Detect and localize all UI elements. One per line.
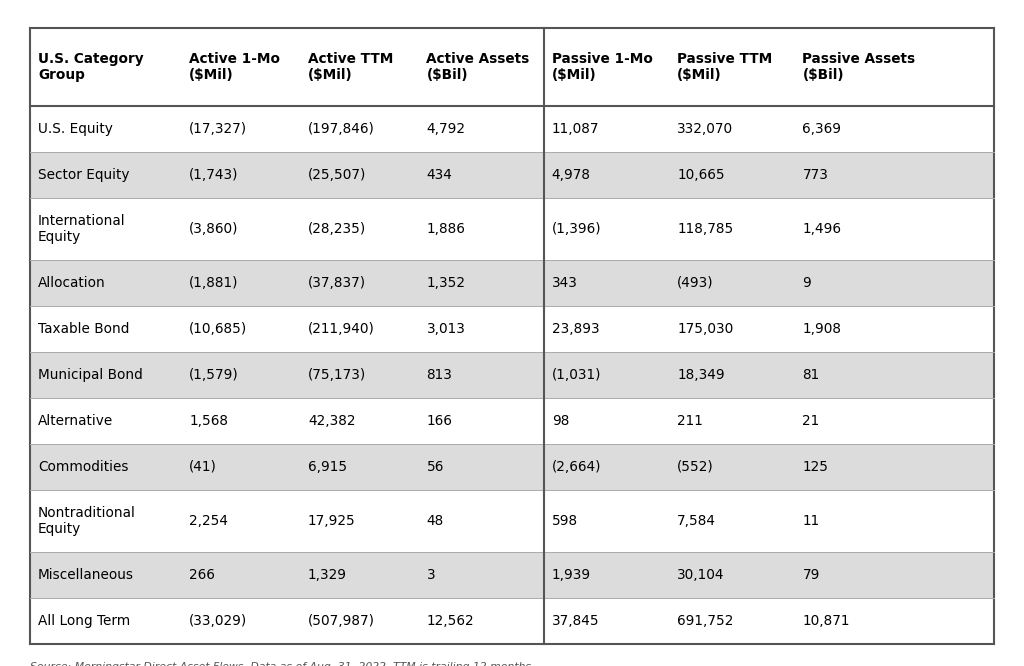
Bar xyxy=(30,490,994,552)
Text: 2,254: 2,254 xyxy=(189,514,228,528)
Text: International
Equity: International Equity xyxy=(38,214,126,244)
Text: 23,893: 23,893 xyxy=(552,322,599,336)
Bar xyxy=(30,444,994,490)
Text: Allocation: Allocation xyxy=(38,276,105,290)
Text: (17,327): (17,327) xyxy=(189,122,248,136)
Text: 332,070: 332,070 xyxy=(677,122,733,136)
Text: 7,584: 7,584 xyxy=(677,514,716,528)
Text: (1,031): (1,031) xyxy=(552,368,601,382)
Text: 30,104: 30,104 xyxy=(677,568,725,582)
Text: 125: 125 xyxy=(803,460,828,474)
Text: Commodities: Commodities xyxy=(38,460,128,474)
Text: 42,382: 42,382 xyxy=(308,414,355,428)
Text: (33,029): (33,029) xyxy=(189,614,248,628)
Text: 9: 9 xyxy=(803,276,811,290)
Bar xyxy=(30,552,994,598)
Text: 1,939: 1,939 xyxy=(552,568,591,582)
Text: 3,013: 3,013 xyxy=(426,322,465,336)
Bar xyxy=(30,106,994,152)
Bar xyxy=(30,260,994,306)
Text: (37,837): (37,837) xyxy=(308,276,366,290)
Text: 813: 813 xyxy=(426,368,453,382)
Text: 6,915: 6,915 xyxy=(308,460,347,474)
Text: Miscellaneous: Miscellaneous xyxy=(38,568,134,582)
Text: 343: 343 xyxy=(552,276,578,290)
Bar xyxy=(30,28,994,106)
Text: 4,792: 4,792 xyxy=(426,122,466,136)
Text: 18,349: 18,349 xyxy=(677,368,725,382)
Text: (1,396): (1,396) xyxy=(552,222,601,236)
Text: 266: 266 xyxy=(189,568,215,582)
Text: 4,978: 4,978 xyxy=(552,168,591,182)
Text: 6,369: 6,369 xyxy=(803,122,842,136)
Text: (41): (41) xyxy=(189,460,217,474)
Text: 79: 79 xyxy=(803,568,820,582)
Text: Passive TTM
($Mil): Passive TTM ($Mil) xyxy=(677,52,772,82)
Text: 1,329: 1,329 xyxy=(308,568,347,582)
Text: 1,352: 1,352 xyxy=(426,276,466,290)
Text: 1,908: 1,908 xyxy=(803,322,842,336)
Text: 211: 211 xyxy=(677,414,703,428)
Text: 56: 56 xyxy=(426,460,443,474)
Text: (507,987): (507,987) xyxy=(308,614,375,628)
Text: 11: 11 xyxy=(803,514,819,528)
Text: Nontraditional
Equity: Nontraditional Equity xyxy=(38,506,136,536)
Text: 48: 48 xyxy=(426,514,443,528)
Bar xyxy=(30,598,994,644)
Text: 21: 21 xyxy=(803,414,819,428)
Text: (197,846): (197,846) xyxy=(308,122,375,136)
Text: (1,881): (1,881) xyxy=(189,276,239,290)
Text: Source: Morningstar Direct Asset Flows. Data as of Aug. 31, 2022. TTM is trailin: Source: Morningstar Direct Asset Flows. … xyxy=(30,662,535,666)
Text: 81: 81 xyxy=(803,368,819,382)
Text: (1,579): (1,579) xyxy=(189,368,239,382)
Text: 98: 98 xyxy=(552,414,569,428)
Text: 1,496: 1,496 xyxy=(803,222,842,236)
Text: 691,752: 691,752 xyxy=(677,614,733,628)
Text: Sector Equity: Sector Equity xyxy=(38,168,129,182)
Text: Active TTM
($Mil): Active TTM ($Mil) xyxy=(308,52,393,82)
Text: Passive Assets
($Bil): Passive Assets ($Bil) xyxy=(803,52,915,82)
Text: (3,860): (3,860) xyxy=(189,222,239,236)
Text: (211,940): (211,940) xyxy=(308,322,375,336)
Bar xyxy=(30,306,994,352)
Text: Municipal Bond: Municipal Bond xyxy=(38,368,142,382)
Text: (493): (493) xyxy=(677,276,714,290)
Text: 1,886: 1,886 xyxy=(426,222,465,236)
Text: Active 1-Mo
($Mil): Active 1-Mo ($Mil) xyxy=(189,52,281,82)
Text: 175,030: 175,030 xyxy=(677,322,733,336)
Bar xyxy=(30,198,994,260)
Text: (25,507): (25,507) xyxy=(308,168,367,182)
Text: 37,845: 37,845 xyxy=(552,614,599,628)
Text: U.S. Category
Group: U.S. Category Group xyxy=(38,52,143,82)
Text: U.S. Equity: U.S. Equity xyxy=(38,122,113,136)
Text: (1,743): (1,743) xyxy=(189,168,239,182)
Text: 773: 773 xyxy=(803,168,828,182)
Text: (10,685): (10,685) xyxy=(189,322,248,336)
Bar xyxy=(30,152,994,198)
Text: (2,664): (2,664) xyxy=(552,460,601,474)
Text: 10,871: 10,871 xyxy=(803,614,850,628)
Text: 11,087: 11,087 xyxy=(552,122,599,136)
Text: Alternative: Alternative xyxy=(38,414,114,428)
Text: 17,925: 17,925 xyxy=(308,514,355,528)
Text: 118,785: 118,785 xyxy=(677,222,733,236)
Text: 3: 3 xyxy=(426,568,435,582)
Bar xyxy=(30,398,994,444)
Text: 10,665: 10,665 xyxy=(677,168,725,182)
Text: 434: 434 xyxy=(426,168,453,182)
Text: (552): (552) xyxy=(677,460,714,474)
Text: (75,173): (75,173) xyxy=(308,368,367,382)
Text: 598: 598 xyxy=(552,514,578,528)
Text: Taxable Bond: Taxable Bond xyxy=(38,322,129,336)
Text: Passive 1-Mo
($Mil): Passive 1-Mo ($Mil) xyxy=(552,52,652,82)
Bar xyxy=(30,352,994,398)
Text: Active Assets
($Bil): Active Assets ($Bil) xyxy=(426,52,529,82)
Text: 1,568: 1,568 xyxy=(189,414,228,428)
Text: 12,562: 12,562 xyxy=(426,614,474,628)
Text: 166: 166 xyxy=(426,414,453,428)
Text: All Long Term: All Long Term xyxy=(38,614,130,628)
Text: (28,235): (28,235) xyxy=(308,222,367,236)
